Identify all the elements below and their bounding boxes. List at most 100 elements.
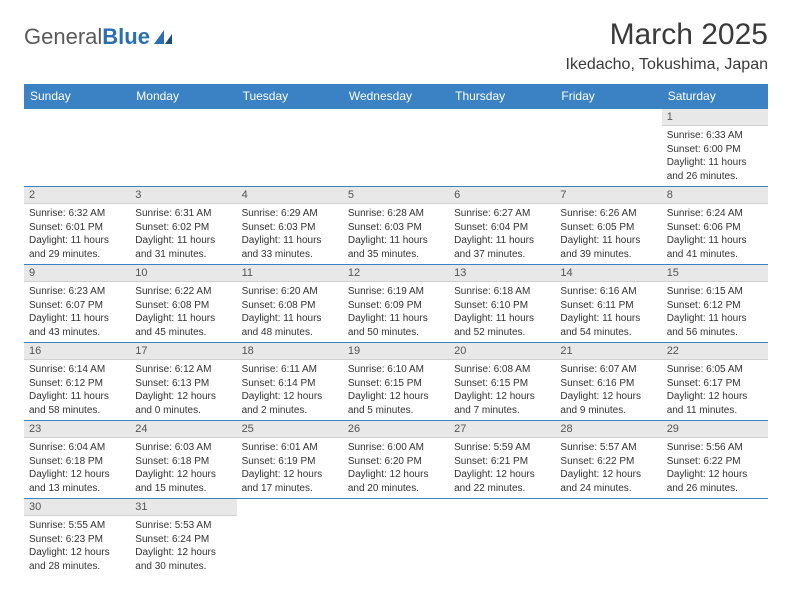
day-data: Sunrise: 6:26 AMSunset: 6:05 PMDaylight:…	[555, 204, 661, 264]
sunset-text: Sunset: 6:07 PM	[29, 299, 125, 313]
sunrise-text: Sunrise: 6:05 AM	[667, 363, 763, 377]
calendar-cell: 17Sunrise: 6:12 AMSunset: 6:13 PMDayligh…	[130, 343, 236, 421]
sunrise-text: Sunrise: 6:22 AM	[135, 285, 231, 299]
daylight-text: Daylight: 11 hours and 50 minutes.	[348, 312, 444, 339]
calendar-body: 1Sunrise: 6:33 AMSunset: 6:00 PMDaylight…	[24, 109, 768, 577]
day-number: 23	[24, 421, 130, 438]
calendar-row: 16Sunrise: 6:14 AMSunset: 6:12 PMDayligh…	[24, 343, 768, 421]
sunset-text: Sunset: 6:05 PM	[560, 221, 656, 235]
sunset-text: Sunset: 6:13 PM	[135, 377, 231, 391]
day-data: Sunrise: 6:23 AMSunset: 6:07 PMDaylight:…	[24, 282, 130, 342]
calendar-cell: 9Sunrise: 6:23 AMSunset: 6:07 PMDaylight…	[24, 265, 130, 343]
day-number: 1	[662, 109, 768, 126]
month-title: March 2025	[566, 18, 769, 52]
sunset-text: Sunset: 6:08 PM	[135, 299, 231, 313]
sunset-text: Sunset: 6:23 PM	[29, 533, 125, 547]
day-number: 2	[24, 187, 130, 204]
sunset-text: Sunset: 6:10 PM	[454, 299, 550, 313]
day-data: Sunrise: 6:01 AMSunset: 6:19 PMDaylight:…	[237, 438, 343, 498]
day-number: 12	[343, 265, 449, 282]
sunset-text: Sunset: 6:18 PM	[29, 455, 125, 469]
daylight-text: Daylight: 11 hours and 48 minutes.	[242, 312, 338, 339]
logo: GeneralBlue	[24, 24, 174, 50]
day-data: Sunrise: 6:24 AMSunset: 6:06 PMDaylight:…	[662, 204, 768, 264]
calendar-cell-empty	[343, 499, 449, 577]
day-data: Sunrise: 6:22 AMSunset: 6:08 PMDaylight:…	[130, 282, 236, 342]
daylight-text: Daylight: 11 hours and 35 minutes.	[348, 234, 444, 261]
daylight-text: Daylight: 12 hours and 17 minutes.	[242, 468, 338, 495]
day-data: Sunrise: 6:04 AMSunset: 6:18 PMDaylight:…	[24, 438, 130, 498]
day-data: Sunrise: 5:56 AMSunset: 6:22 PMDaylight:…	[662, 438, 768, 498]
daylight-text: Daylight: 12 hours and 11 minutes.	[667, 390, 763, 417]
daylight-text: Daylight: 11 hours and 43 minutes.	[29, 312, 125, 339]
calendar-cell-empty	[555, 499, 661, 577]
day-data: Sunrise: 6:00 AMSunset: 6:20 PMDaylight:…	[343, 438, 449, 498]
day-number: 21	[555, 343, 661, 360]
day-data: Sunrise: 6:28 AMSunset: 6:03 PMDaylight:…	[343, 204, 449, 264]
weekday-header: Wednesday	[343, 84, 449, 109]
calendar-cell-empty	[24, 109, 130, 187]
sunset-text: Sunset: 6:19 PM	[242, 455, 338, 469]
daylight-text: Daylight: 11 hours and 45 minutes.	[135, 312, 231, 339]
day-number: 4	[237, 187, 343, 204]
day-data: Sunrise: 6:03 AMSunset: 6:18 PMDaylight:…	[130, 438, 236, 498]
day-number: 5	[343, 187, 449, 204]
daylight-text: Daylight: 12 hours and 22 minutes.	[454, 468, 550, 495]
sunrise-text: Sunrise: 6:20 AM	[242, 285, 338, 299]
calendar-cell: 27Sunrise: 5:59 AMSunset: 6:21 PMDayligh…	[449, 421, 555, 499]
day-number: 20	[449, 343, 555, 360]
sunrise-text: Sunrise: 5:59 AM	[454, 441, 550, 455]
calendar-cell: 29Sunrise: 5:56 AMSunset: 6:22 PMDayligh…	[662, 421, 768, 499]
day-number: 18	[237, 343, 343, 360]
day-number: 19	[343, 343, 449, 360]
calendar-cell: 1Sunrise: 6:33 AMSunset: 6:00 PMDaylight…	[662, 109, 768, 187]
day-data: Sunrise: 6:11 AMSunset: 6:14 PMDaylight:…	[237, 360, 343, 420]
sunrise-text: Sunrise: 6:27 AM	[454, 207, 550, 221]
sunset-text: Sunset: 6:20 PM	[348, 455, 444, 469]
sunset-text: Sunset: 6:22 PM	[667, 455, 763, 469]
sunset-text: Sunset: 6:03 PM	[348, 221, 444, 235]
calendar-row: 30Sunrise: 5:55 AMSunset: 6:23 PMDayligh…	[24, 499, 768, 577]
day-data: Sunrise: 5:59 AMSunset: 6:21 PMDaylight:…	[449, 438, 555, 498]
calendar-cell: 22Sunrise: 6:05 AMSunset: 6:17 PMDayligh…	[662, 343, 768, 421]
daylight-text: Daylight: 11 hours and 33 minutes.	[242, 234, 338, 261]
day-data: Sunrise: 5:53 AMSunset: 6:24 PMDaylight:…	[130, 516, 236, 576]
sunrise-text: Sunrise: 6:12 AM	[135, 363, 231, 377]
calendar-cell: 31Sunrise: 5:53 AMSunset: 6:24 PMDayligh…	[130, 499, 236, 577]
sunrise-text: Sunrise: 6:11 AM	[242, 363, 338, 377]
sunrise-text: Sunrise: 5:57 AM	[560, 441, 656, 455]
sunset-text: Sunset: 6:17 PM	[667, 377, 763, 391]
calendar-cell: 23Sunrise: 6:04 AMSunset: 6:18 PMDayligh…	[24, 421, 130, 499]
day-data: Sunrise: 6:08 AMSunset: 6:15 PMDaylight:…	[449, 360, 555, 420]
daylight-text: Daylight: 12 hours and 2 minutes.	[242, 390, 338, 417]
calendar-cell: 13Sunrise: 6:18 AMSunset: 6:10 PMDayligh…	[449, 265, 555, 343]
sunset-text: Sunset: 6:00 PM	[667, 143, 763, 157]
calendar-cell: 6Sunrise: 6:27 AMSunset: 6:04 PMDaylight…	[449, 187, 555, 265]
sunrise-text: Sunrise: 5:55 AM	[29, 519, 125, 533]
daylight-text: Daylight: 11 hours and 26 minutes.	[667, 156, 763, 183]
daylight-text: Daylight: 11 hours and 41 minutes.	[667, 234, 763, 261]
day-number: 10	[130, 265, 236, 282]
daylight-text: Daylight: 11 hours and 37 minutes.	[454, 234, 550, 261]
logo-text-blue: Blue	[102, 24, 150, 50]
daylight-text: Daylight: 11 hours and 31 minutes.	[135, 234, 231, 261]
weekday-header: Tuesday	[237, 84, 343, 109]
location: Ikedacho, Tokushima, Japan	[566, 56, 769, 74]
sunrise-text: Sunrise: 6:07 AM	[560, 363, 656, 377]
calendar-cell-empty	[662, 499, 768, 577]
weekday-header: Friday	[555, 84, 661, 109]
sunset-text: Sunset: 6:01 PM	[29, 221, 125, 235]
day-number: 31	[130, 499, 236, 516]
day-data: Sunrise: 6:05 AMSunset: 6:17 PMDaylight:…	[662, 360, 768, 420]
logo-sail-icon	[152, 28, 174, 46]
sunrise-text: Sunrise: 6:32 AM	[29, 207, 125, 221]
day-data: Sunrise: 6:10 AMSunset: 6:15 PMDaylight:…	[343, 360, 449, 420]
daylight-text: Daylight: 12 hours and 24 minutes.	[560, 468, 656, 495]
day-number: 14	[555, 265, 661, 282]
calendar-cell: 26Sunrise: 6:00 AMSunset: 6:20 PMDayligh…	[343, 421, 449, 499]
calendar-cell: 12Sunrise: 6:19 AMSunset: 6:09 PMDayligh…	[343, 265, 449, 343]
day-number: 16	[24, 343, 130, 360]
sunset-text: Sunset: 6:24 PM	[135, 533, 231, 547]
calendar-cell-empty	[237, 499, 343, 577]
daylight-text: Daylight: 12 hours and 9 minutes.	[560, 390, 656, 417]
